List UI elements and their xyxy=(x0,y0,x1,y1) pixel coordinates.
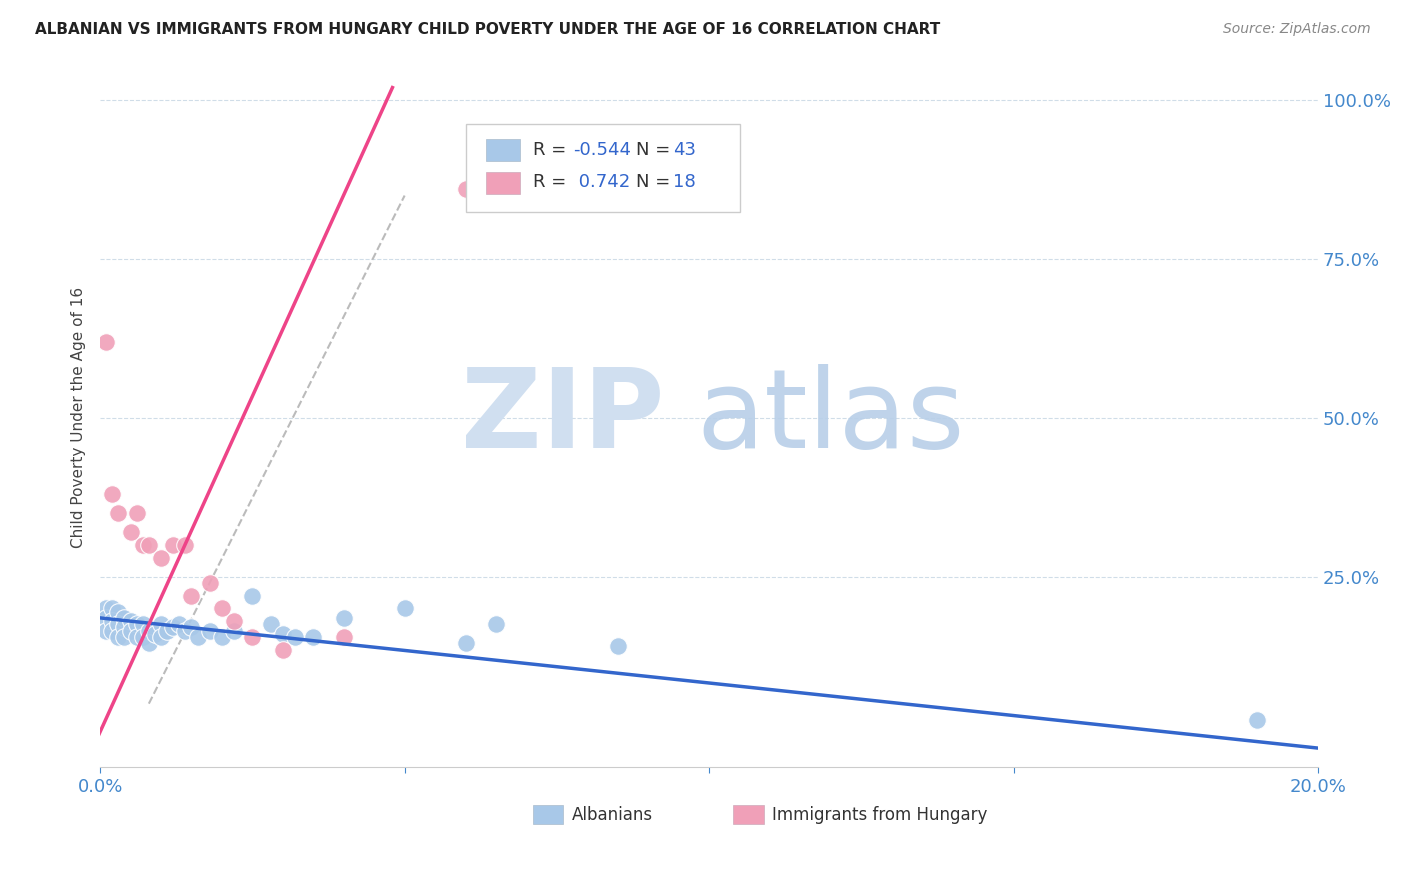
Point xyxy=(107,617,129,632)
Bar xyxy=(533,805,562,824)
Point xyxy=(150,550,173,565)
Point xyxy=(125,630,148,644)
Point xyxy=(332,630,354,644)
Point xyxy=(242,630,264,644)
Point xyxy=(125,506,148,520)
Point xyxy=(114,611,136,625)
Text: -0.544: -0.544 xyxy=(572,141,631,160)
Text: 0.742: 0.742 xyxy=(572,173,630,192)
Point xyxy=(120,614,142,628)
Point xyxy=(259,617,281,632)
Text: R =: R = xyxy=(533,141,571,160)
Point xyxy=(101,614,124,628)
Point xyxy=(242,589,264,603)
Point xyxy=(114,630,136,644)
Point xyxy=(485,617,508,632)
Point xyxy=(96,611,118,625)
Point xyxy=(120,624,142,638)
Point xyxy=(132,538,155,552)
Point xyxy=(302,630,325,644)
Point xyxy=(174,538,197,552)
Point xyxy=(169,617,191,632)
Point xyxy=(271,627,294,641)
Point xyxy=(454,182,477,196)
Point xyxy=(271,642,294,657)
Point xyxy=(332,611,354,625)
Point xyxy=(284,630,307,644)
Point xyxy=(132,617,155,632)
Point xyxy=(224,624,246,638)
Point xyxy=(180,589,202,603)
Point xyxy=(143,627,166,641)
Point xyxy=(101,624,124,638)
Point xyxy=(96,334,118,349)
Point xyxy=(138,624,160,638)
Point xyxy=(125,617,148,632)
Point xyxy=(138,538,160,552)
Point xyxy=(150,630,173,644)
Point xyxy=(132,630,155,644)
Bar xyxy=(734,805,763,824)
Point xyxy=(198,624,221,638)
Point xyxy=(156,624,179,638)
Point xyxy=(224,614,246,628)
Point xyxy=(211,601,233,615)
Text: ZIP: ZIP xyxy=(461,364,665,471)
Point xyxy=(187,630,209,644)
Point xyxy=(120,525,142,540)
Text: ALBANIAN VS IMMIGRANTS FROM HUNGARY CHILD POVERTY UNDER THE AGE OF 16 CORRELATIO: ALBANIAN VS IMMIGRANTS FROM HUNGARY CHIL… xyxy=(35,22,941,37)
Point xyxy=(198,576,221,591)
Point xyxy=(101,487,124,501)
Point xyxy=(394,601,416,615)
Y-axis label: Child Poverty Under the Age of 16: Child Poverty Under the Age of 16 xyxy=(72,287,86,549)
Point xyxy=(211,630,233,644)
Point xyxy=(1246,713,1268,727)
Point xyxy=(180,620,202,634)
Point xyxy=(162,538,184,552)
Bar xyxy=(486,172,520,194)
Point xyxy=(606,640,628,654)
Point xyxy=(150,617,173,632)
Point xyxy=(107,506,129,520)
Bar xyxy=(486,139,520,161)
Point xyxy=(114,620,136,634)
Point xyxy=(107,630,129,644)
FancyBboxPatch shape xyxy=(465,124,740,211)
Text: N =: N = xyxy=(636,173,676,192)
Point xyxy=(101,601,124,615)
Point xyxy=(162,620,184,634)
Point xyxy=(454,636,477,650)
Text: 43: 43 xyxy=(672,141,696,160)
Text: Source: ZipAtlas.com: Source: ZipAtlas.com xyxy=(1223,22,1371,37)
Text: 18: 18 xyxy=(672,173,696,192)
Text: Albanians: Albanians xyxy=(571,805,652,823)
Text: Immigrants from Hungary: Immigrants from Hungary xyxy=(772,805,988,823)
Text: N =: N = xyxy=(636,141,676,160)
Point xyxy=(174,624,197,638)
Text: atlas: atlas xyxy=(697,364,965,471)
Text: R =: R = xyxy=(533,173,571,192)
Point xyxy=(107,605,129,619)
Point xyxy=(138,636,160,650)
Point xyxy=(96,601,118,615)
Point xyxy=(96,624,118,638)
